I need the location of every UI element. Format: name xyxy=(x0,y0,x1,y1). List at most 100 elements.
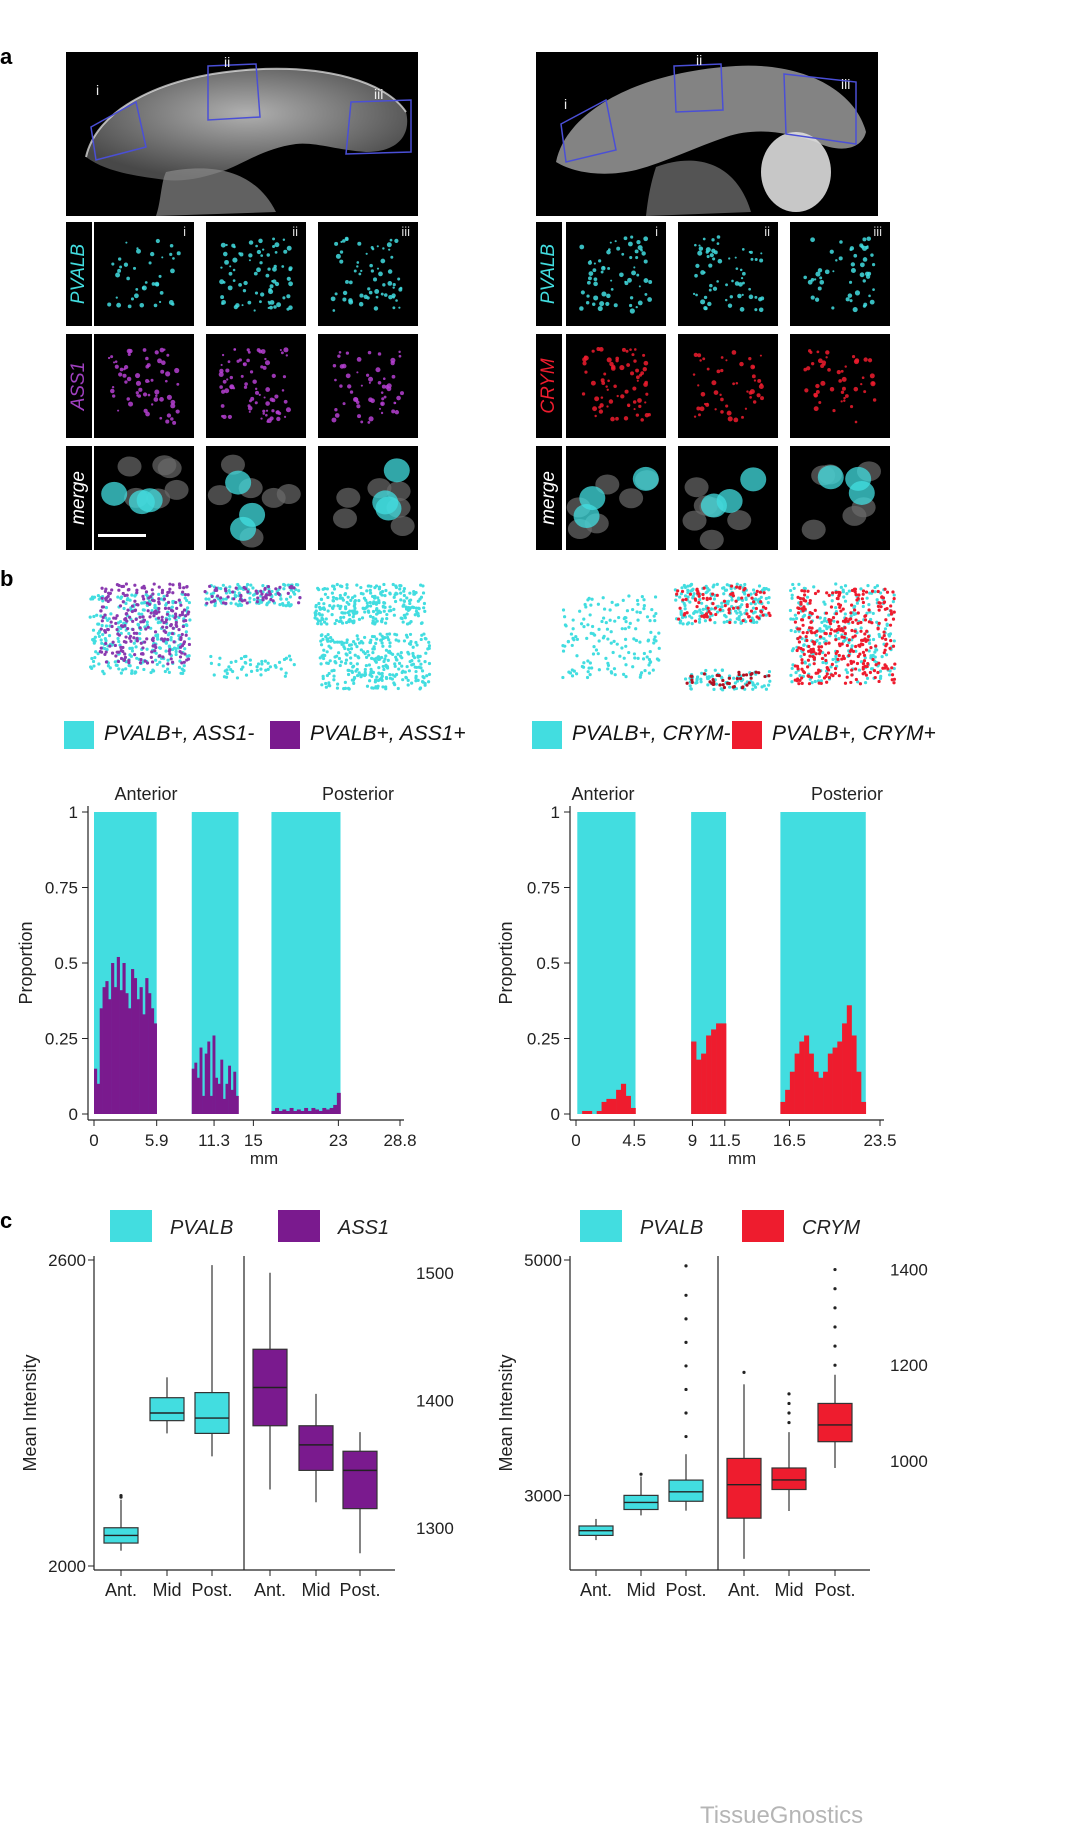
cell-point xyxy=(383,593,387,598)
cell-point xyxy=(155,635,160,639)
cell-point xyxy=(892,610,896,614)
proportion-bar xyxy=(696,1059,702,1114)
cell-point xyxy=(854,592,858,597)
cell-point xyxy=(831,591,835,595)
cell-point xyxy=(863,614,867,618)
cell-point xyxy=(790,666,794,671)
signal-dot xyxy=(114,360,118,363)
cell-point xyxy=(248,600,252,604)
cell-point xyxy=(347,643,352,647)
signal-dot xyxy=(345,280,349,284)
signal-dot xyxy=(107,302,112,307)
cell-point xyxy=(592,645,596,649)
signal-dot xyxy=(168,300,174,305)
cell-point xyxy=(177,634,181,638)
cell-point xyxy=(744,596,748,600)
cell-point xyxy=(684,597,688,601)
cell-point xyxy=(417,607,421,611)
signal-dot xyxy=(266,420,270,423)
cell-point xyxy=(401,620,405,624)
signal-dot xyxy=(397,277,401,281)
cell-point xyxy=(822,619,826,623)
signal-dot xyxy=(627,404,630,408)
cell-point xyxy=(141,646,145,650)
signal-dot xyxy=(629,296,634,300)
cell-point xyxy=(371,621,375,625)
cell-point xyxy=(791,582,795,587)
signal-dot xyxy=(344,236,349,241)
signal-dot xyxy=(581,392,586,396)
cell-point xyxy=(861,600,866,605)
cell-point xyxy=(875,648,879,652)
signal-dot xyxy=(832,270,835,273)
signal-dot xyxy=(750,364,756,370)
micrograph-tile xyxy=(318,334,418,438)
cell-point xyxy=(135,656,139,660)
cell-point xyxy=(356,673,360,678)
cell-point xyxy=(426,680,431,684)
cell-point xyxy=(188,618,192,622)
cell-point xyxy=(712,583,716,587)
cell-point xyxy=(745,612,749,616)
cell-point xyxy=(285,597,289,601)
cell-point xyxy=(411,651,415,656)
tile-roman-label: i xyxy=(655,224,658,239)
cell-point xyxy=(117,650,121,654)
cell-point xyxy=(800,658,804,662)
signal-dot xyxy=(620,394,625,399)
cell-point xyxy=(864,673,868,677)
nucleus-blob xyxy=(727,510,752,531)
cell-point xyxy=(266,667,270,672)
cell-point xyxy=(252,597,256,602)
cell-point xyxy=(371,609,376,614)
cell-point xyxy=(755,589,759,593)
cell-point xyxy=(240,599,244,603)
signal-dot xyxy=(636,273,640,277)
cell-point xyxy=(876,589,880,594)
cell-point xyxy=(152,610,156,615)
cell-point xyxy=(328,684,332,688)
signal-dot xyxy=(227,360,231,364)
cell-point xyxy=(125,619,129,623)
cell-point xyxy=(810,631,814,635)
signal-dot xyxy=(256,249,262,255)
cell-point xyxy=(688,592,693,596)
micrograph-tile: iii xyxy=(790,222,890,326)
cell-point xyxy=(175,624,179,629)
cell-point xyxy=(321,656,326,661)
signal-dot xyxy=(845,297,850,302)
cell-point xyxy=(371,615,375,620)
right-tick-label: 1500 xyxy=(416,1264,454,1283)
cell-point xyxy=(742,588,746,592)
cell-point xyxy=(877,608,881,612)
cell-point xyxy=(705,590,709,594)
cell-point xyxy=(423,683,427,687)
signal-dot xyxy=(602,266,605,269)
cell-point xyxy=(722,620,726,624)
region-label-i: i xyxy=(564,96,568,112)
cell-point xyxy=(752,683,756,687)
cell-point xyxy=(143,640,147,644)
signal-dot xyxy=(367,287,371,291)
cell-point xyxy=(363,635,367,640)
cell-point xyxy=(149,655,153,659)
cell-point xyxy=(647,671,652,675)
cell-point xyxy=(620,627,624,631)
signal-dot xyxy=(269,284,274,289)
box xyxy=(298,1425,334,1471)
cell-point xyxy=(411,662,416,666)
cell-point xyxy=(688,600,692,604)
signal-dot xyxy=(731,350,737,355)
signal-dot xyxy=(283,249,288,254)
x-tick-label: Post. xyxy=(814,1580,855,1600)
signal-dot xyxy=(386,242,392,248)
cell-point xyxy=(152,599,156,603)
cell-point xyxy=(792,586,796,590)
signal-dot xyxy=(170,399,176,405)
cell-point xyxy=(802,598,806,602)
cell-point xyxy=(405,612,409,616)
cell-point xyxy=(849,659,853,664)
cell-point xyxy=(381,604,385,608)
cell-point xyxy=(863,637,867,641)
proportion-bar xyxy=(630,1107,636,1114)
